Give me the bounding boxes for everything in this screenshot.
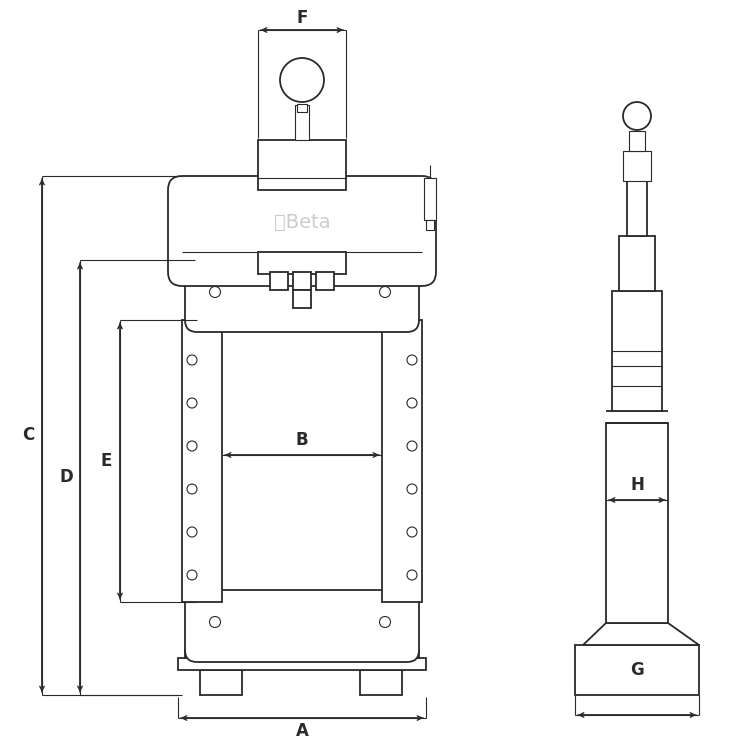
Bar bbox=[185, 650, 419, 658]
Text: F: F bbox=[296, 9, 307, 27]
Circle shape bbox=[187, 570, 197, 580]
Bar bbox=[426, 220, 434, 230]
Bar bbox=[575, 645, 699, 695]
Bar bbox=[382, 320, 422, 602]
Bar bbox=[295, 105, 309, 140]
FancyBboxPatch shape bbox=[185, 260, 419, 332]
Circle shape bbox=[407, 570, 417, 580]
Text: G: G bbox=[630, 661, 644, 679]
Bar bbox=[627, 181, 647, 236]
Bar bbox=[629, 131, 645, 151]
Circle shape bbox=[380, 616, 391, 628]
Circle shape bbox=[407, 441, 417, 451]
Text: B: B bbox=[296, 431, 308, 449]
Bar bbox=[623, 151, 651, 181]
Circle shape bbox=[187, 527, 197, 537]
Bar bbox=[182, 320, 222, 602]
Bar bbox=[619, 236, 655, 291]
Circle shape bbox=[407, 527, 417, 537]
Circle shape bbox=[209, 286, 220, 298]
Text: E: E bbox=[100, 452, 112, 470]
Bar bbox=[200, 670, 242, 695]
Bar bbox=[293, 272, 311, 290]
Bar bbox=[360, 670, 402, 695]
Bar bbox=[293, 290, 311, 308]
Circle shape bbox=[623, 102, 651, 130]
Circle shape bbox=[407, 484, 417, 494]
Circle shape bbox=[187, 484, 197, 494]
Bar bbox=[178, 658, 426, 670]
Bar bbox=[258, 140, 346, 190]
Circle shape bbox=[380, 286, 391, 298]
Text: H: H bbox=[630, 476, 644, 494]
Bar bbox=[258, 252, 346, 274]
Circle shape bbox=[280, 58, 324, 102]
Circle shape bbox=[407, 398, 417, 408]
Text: D: D bbox=[59, 469, 73, 487]
Polygon shape bbox=[583, 623, 699, 645]
Bar bbox=[606, 423, 668, 623]
Bar bbox=[297, 104, 307, 112]
Text: C: C bbox=[22, 427, 34, 445]
Circle shape bbox=[187, 441, 197, 451]
Bar bbox=[316, 272, 334, 290]
Text: A: A bbox=[296, 722, 308, 740]
Bar bbox=[424, 178, 436, 220]
Circle shape bbox=[187, 398, 197, 408]
Circle shape bbox=[209, 616, 220, 628]
Circle shape bbox=[187, 355, 197, 365]
Circle shape bbox=[407, 355, 417, 365]
FancyBboxPatch shape bbox=[185, 590, 419, 662]
FancyBboxPatch shape bbox=[168, 176, 436, 286]
Bar bbox=[270, 272, 288, 290]
Bar bbox=[612, 291, 662, 411]
Text: ⎉Beta: ⎉Beta bbox=[274, 212, 330, 232]
